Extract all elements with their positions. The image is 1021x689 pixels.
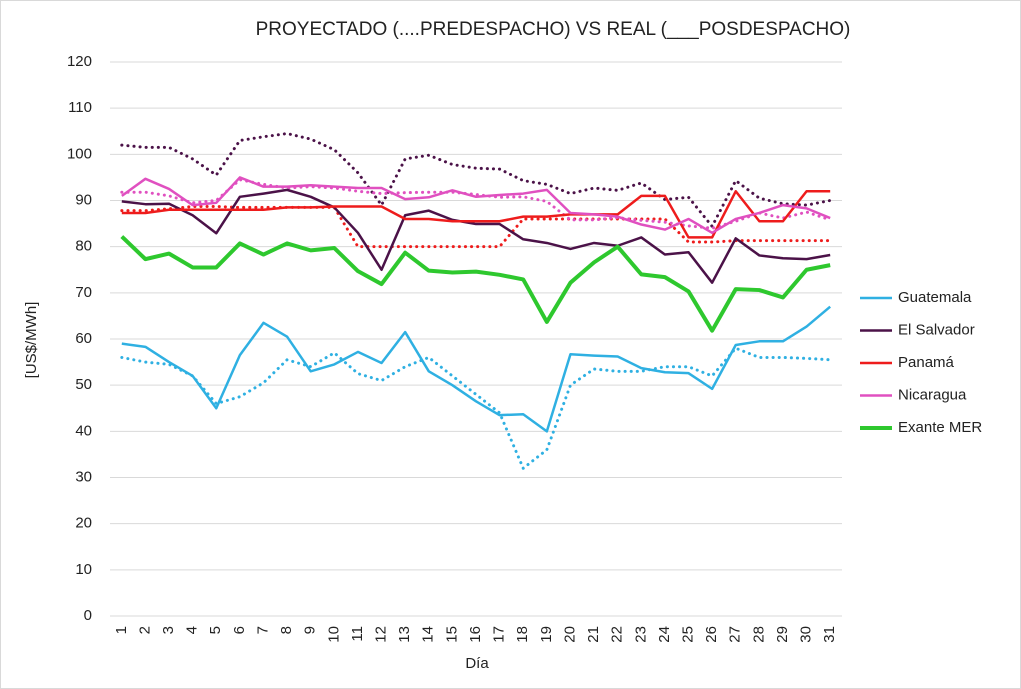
chart-title: PROYECTADO (....PREDESPACHO) VS REAL (__… — [256, 19, 851, 40]
y-tick-label: 20 — [75, 515, 92, 532]
legend-label: Nicaragua — [898, 386, 967, 403]
legend-label: Exante MER — [898, 419, 982, 436]
x-tick-label: 22 — [609, 626, 626, 643]
legend-label: El Salvador — [898, 321, 975, 338]
y-axis-label: [US$/MWh] — [23, 302, 40, 379]
x-tick-label: 21 — [585, 626, 602, 643]
x-tick-label: 8 — [278, 626, 295, 634]
x-tick-label: 24 — [656, 626, 673, 643]
y-tick-label: 70 — [75, 284, 92, 301]
x-tick-label: 15 — [443, 626, 460, 643]
series-line — [121, 176, 831, 235]
x-tick-label: 13 — [396, 626, 413, 643]
x-tick-label: 19 — [538, 626, 555, 643]
y-tick-label: 50 — [75, 376, 92, 393]
x-tick-label: 7 — [254, 626, 271, 634]
y-tick-label: 40 — [75, 422, 92, 439]
series-line — [121, 190, 831, 239]
x-tick-label: 23 — [632, 626, 649, 643]
y-tick-label: 10 — [75, 561, 92, 578]
x-tick-label: 4 — [184, 626, 201, 634]
x-tick-label: 10 — [325, 626, 342, 643]
series-line — [121, 305, 831, 433]
series-line — [120, 235, 831, 333]
x-tick-label: 11 — [349, 626, 366, 642]
x-tick-label: 26 — [703, 626, 720, 643]
x-tick-label: 31 — [821, 626, 838, 643]
series-line — [120, 205, 832, 249]
x-tick-label: 12 — [373, 626, 390, 643]
legend-label: Panamá — [898, 354, 955, 371]
y-tick-label: 80 — [75, 238, 92, 255]
y-tick-label: 0 — [84, 607, 92, 624]
series-line — [120, 132, 832, 228]
y-tick-label: 110 — [68, 99, 92, 116]
x-tick-label: 28 — [750, 626, 767, 643]
y-tick-label: 90 — [75, 191, 92, 208]
series-line — [121, 188, 831, 284]
x-tick-label: 18 — [514, 626, 531, 643]
x-tick-label: 20 — [561, 626, 578, 643]
series-line — [120, 346, 832, 470]
y-tick-label: 100 — [67, 145, 92, 162]
y-tick-label: 60 — [75, 330, 92, 347]
x-tick-label: 1 — [113, 626, 130, 634]
y-tick-label: 120 — [67, 53, 92, 70]
x-tick-label: 5 — [207, 626, 224, 634]
x-tick-label: 9 — [302, 626, 319, 634]
x-tick-label: 14 — [420, 626, 437, 643]
y-tick-label: 30 — [75, 468, 92, 485]
x-tick-label: 30 — [798, 626, 815, 643]
x-tick-label: 25 — [679, 626, 696, 643]
x-tick-label: 16 — [467, 626, 484, 643]
series-line — [120, 178, 832, 230]
x-tick-label: 29 — [774, 626, 791, 643]
x-tick-label: 2 — [136, 626, 153, 634]
x-tick-label: 27 — [727, 626, 744, 643]
legend-label: Guatemala — [898, 289, 972, 306]
x-tick-label: 17 — [491, 626, 508, 643]
x-tick-label: 6 — [231, 626, 248, 634]
x-axis-label: Día — [465, 655, 489, 672]
x-tick-label: 3 — [160, 626, 177, 634]
